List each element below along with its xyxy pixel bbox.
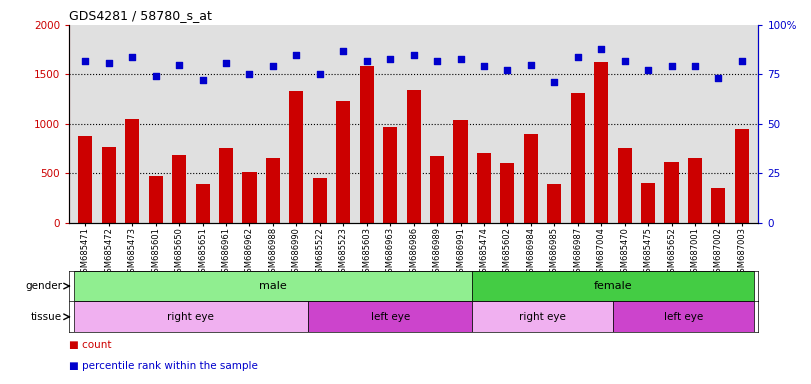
Bar (242, 172, 256, 223)
Bar (360, 66, 374, 223)
Point (712, 75, 725, 81)
Bar (195, 184, 209, 223)
Point (196, 77, 209, 83)
Bar (641, 183, 655, 223)
Point (360, 58, 373, 64)
Bar (313, 178, 327, 223)
Point (407, 51, 420, 58)
Bar (308, 301, 472, 332)
Point (665, 63, 678, 70)
Bar (594, 61, 608, 223)
Point (173, 61, 186, 68)
Text: male: male (259, 281, 287, 291)
Bar (172, 156, 187, 223)
Point (243, 71, 256, 78)
Bar (101, 147, 116, 223)
Text: left eye: left eye (663, 312, 703, 322)
Bar (430, 156, 444, 223)
Bar (79, 136, 92, 223)
Point (571, 53, 584, 60)
Bar (477, 152, 491, 223)
Bar (711, 188, 726, 223)
Bar (453, 120, 467, 223)
Text: GDS4281 / 58780_s_at: GDS4281 / 58780_s_at (69, 9, 212, 22)
Text: gender: gender (25, 281, 62, 291)
Point (149, 73, 162, 79)
Point (337, 48, 350, 54)
Bar (664, 162, 679, 223)
Bar (148, 176, 163, 223)
Text: tissue: tissue (31, 312, 62, 322)
Point (478, 63, 491, 70)
Point (501, 67, 514, 73)
Bar (500, 164, 514, 223)
Point (290, 51, 303, 58)
Bar (266, 159, 280, 223)
Bar (219, 147, 233, 223)
Point (79, 58, 92, 64)
Point (220, 60, 233, 66)
Text: right eye: right eye (519, 312, 566, 322)
Bar (406, 90, 421, 223)
Bar (337, 101, 350, 223)
Bar (290, 91, 303, 223)
Point (736, 58, 749, 64)
Bar (74, 271, 472, 301)
Bar (472, 301, 613, 332)
Point (618, 58, 631, 64)
Point (594, 46, 607, 52)
Bar (125, 119, 139, 223)
Text: right eye: right eye (167, 312, 214, 322)
Text: left eye: left eye (371, 312, 410, 322)
Text: female: female (594, 281, 633, 291)
Point (525, 61, 538, 68)
Bar (618, 147, 632, 223)
Point (454, 56, 467, 62)
Point (689, 63, 702, 70)
Text: ■ percentile rank within the sample: ■ percentile rank within the sample (69, 361, 258, 371)
Bar (74, 301, 308, 332)
Bar (688, 159, 702, 223)
Bar (613, 301, 753, 332)
Point (102, 60, 115, 66)
Point (384, 56, 397, 62)
Point (642, 67, 654, 73)
Bar (524, 134, 538, 223)
Point (267, 63, 280, 70)
Point (126, 53, 139, 60)
Bar (383, 127, 397, 223)
Point (431, 58, 444, 64)
Bar (472, 271, 753, 301)
Bar (735, 129, 749, 223)
Bar (571, 93, 585, 223)
Bar (547, 184, 561, 223)
Text: ■ count: ■ count (69, 339, 111, 349)
Point (547, 79, 560, 85)
Point (313, 71, 326, 78)
